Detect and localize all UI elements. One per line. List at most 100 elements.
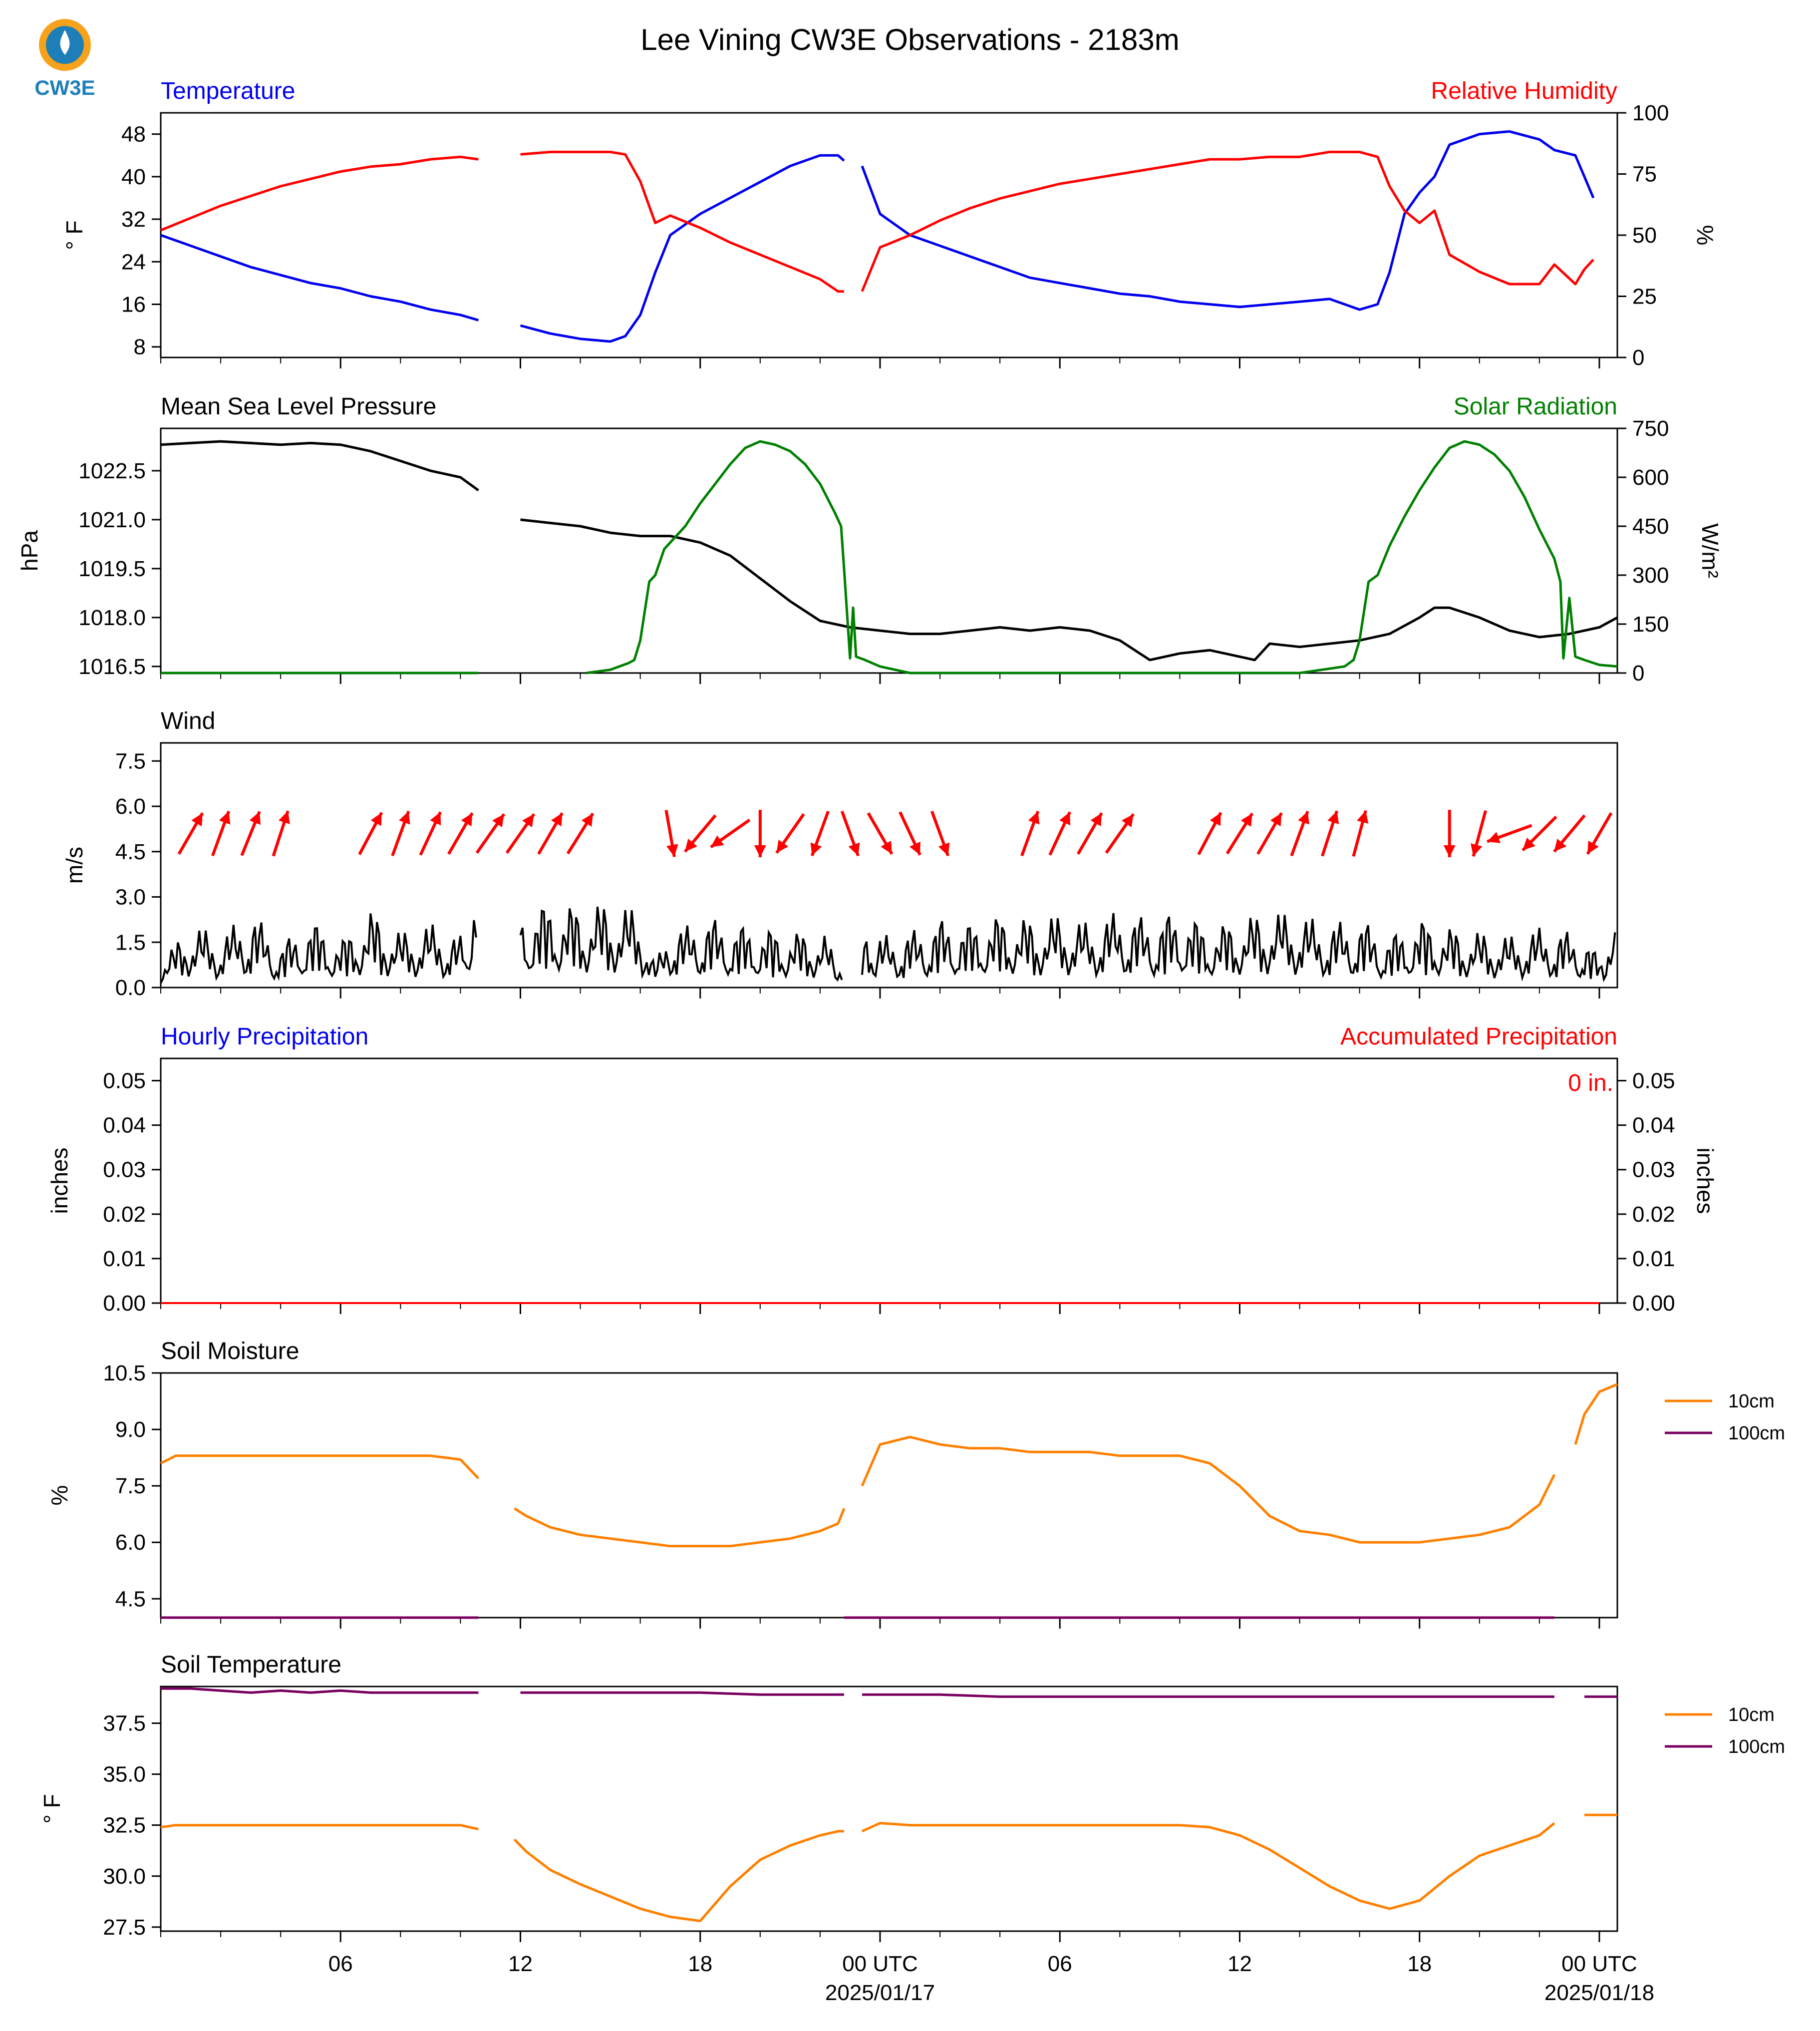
soil_temp-left-tick-label: 27.5 <box>103 1915 146 1940</box>
precip-right-tick-label: 0.04 <box>1632 1113 1675 1138</box>
pressure-right-unit: W/m² <box>1697 523 1723 578</box>
temperature-right-tick-label: 100 <box>1632 101 1669 125</box>
x-tick-label: 00 UTC <box>1561 1952 1637 1976</box>
soil_moisture-left-tick-label: 10.5 <box>103 1361 146 1385</box>
wind-barb-head <box>1240 813 1252 827</box>
x-tick-label: 12 <box>1227 1952 1252 1976</box>
wind-barb <box>566 812 595 855</box>
wind-barb-head <box>1327 811 1339 824</box>
precip-right-tick-label: 0.01 <box>1632 1247 1675 1271</box>
wind-speed-line <box>160 906 1616 984</box>
soil_temp-legend: 10cm 100cm <box>1665 1704 1785 1757</box>
wind-barb <box>664 810 678 857</box>
wind-barb <box>475 813 506 854</box>
pressure-left-tick-label: 1022.5 <box>78 459 146 483</box>
wind-barb-head <box>685 838 697 852</box>
wind-barb-head <box>1443 845 1456 857</box>
temperature-right-tick-label: 25 <box>1632 285 1657 309</box>
wind-barb-head <box>219 811 231 825</box>
wind-barb-head <box>1298 811 1309 825</box>
x-tick-label: 18 <box>1407 1952 1432 1976</box>
panels-layer: Temperature Relative Humidity 8 16 24 32 40 48 0… <box>16 78 1785 2005</box>
temperature-right-tick-label: 0 <box>1632 345 1644 370</box>
wind-barb-head <box>938 842 950 856</box>
wind-barb <box>1290 810 1309 857</box>
soil-temp-100cm-line <box>161 1687 1617 1698</box>
wind-barb <box>177 812 204 855</box>
figure-title: Lee Vining CW3E Observations - 2183m <box>640 23 1179 56</box>
precip-right-tick-label: 0.02 <box>1632 1202 1675 1227</box>
pressure-right-tick-label: 450 <box>1632 514 1669 539</box>
wind-barb-head <box>1090 813 1102 827</box>
wind-barb-head <box>522 814 534 828</box>
wind-barb <box>1471 810 1488 857</box>
pressure-left-tick-label: 1021.0 <box>78 508 146 532</box>
wind-barb-head <box>279 811 290 824</box>
temperature-right-unit: % <box>1692 225 1718 246</box>
wind-barb-head <box>1487 832 1501 843</box>
wind-barb <box>899 811 921 856</box>
wind-barb <box>1443 809 1456 857</box>
accum-precip-value: 0 in. <box>1568 1070 1613 1096</box>
temperature-left-tick-label: 40 <box>121 165 146 189</box>
wind-barb <box>1105 813 1135 854</box>
soil_moisture-left-tick-label: 6.0 <box>115 1530 146 1555</box>
wind-barb <box>211 810 231 857</box>
wind-barb-head <box>1121 814 1134 828</box>
wind-barb <box>710 818 751 849</box>
soil_moisture-legend-label: 100cm <box>1728 1423 1785 1444</box>
logo-text: CW3E <box>34 76 95 99</box>
soil_temp-left-tick-label: 30.0 <box>103 1864 146 1889</box>
wind-barb <box>240 811 261 856</box>
temperature-left-tick-label: 48 <box>121 122 146 147</box>
wind-barb <box>505 813 536 854</box>
precip-right-tick-label: 0.05 <box>1632 1069 1675 1093</box>
x-date-label: 2025/01/18 <box>1544 1981 1654 2005</box>
wind-barb-head <box>1059 812 1071 826</box>
wind-barb-head <box>399 811 410 825</box>
pressure-left-tick-label: 1016.5 <box>78 655 146 679</box>
precip-right-tick-label: 0.03 <box>1632 1158 1675 1182</box>
wind-barb-head <box>370 812 382 826</box>
wind-barb-head <box>191 813 203 827</box>
soil_temp-left-tick-label: 35.0 <box>103 1762 146 1787</box>
temperature-left-tick-label: 32 <box>121 207 146 232</box>
wind-barb <box>1321 810 1339 857</box>
temperature-line <box>160 130 1595 343</box>
precip-right-unit: inches <box>1692 1148 1718 1214</box>
precip-left-tick-label: 0.03 <box>103 1158 146 1182</box>
wind-left-title: Wind <box>161 708 215 734</box>
soil_moisture-left-tick-label: 7.5 <box>115 1474 146 1498</box>
wind-barb-head <box>754 845 766 857</box>
pressure-right-tick-label: 150 <box>1632 612 1669 637</box>
soil_temp-left-title: Soil Temperature <box>161 1652 341 1678</box>
wind-barb <box>1586 812 1613 855</box>
wind-barb <box>1553 814 1586 853</box>
temperature-right-title: Relative Humidity <box>1431 78 1617 104</box>
humidity-line <box>160 150 1594 293</box>
wind-barb-head <box>710 835 724 847</box>
soil_temp-legend-label: 100cm <box>1728 1736 1785 1757</box>
wind-barb <box>1521 815 1557 852</box>
pressure-left-unit: hPa <box>16 530 42 571</box>
precip-frame <box>160 1057 1618 1304</box>
cw3e-logo: CW3E <box>34 19 95 99</box>
soil_temp-left-tick-label: 37.5 <box>103 1711 146 1736</box>
x-date-label: 2025/01/17 <box>825 1981 935 2005</box>
precip-left-tick-label: 0.04 <box>103 1113 146 1138</box>
x-tick-label: 00 UTC <box>842 1952 918 1976</box>
wind-barb-head <box>1357 810 1369 824</box>
wind-barb-head <box>1270 813 1282 827</box>
wind-barb-head <box>848 842 860 856</box>
wind-barb-head <box>1028 811 1040 825</box>
wind-barb <box>775 813 805 854</box>
wind-barb-head <box>1471 843 1483 857</box>
pressure-left-title: Mean Sea Level Pressure <box>161 393 436 420</box>
x-tick-label: 12 <box>508 1952 533 1976</box>
wind-barb-head <box>1522 837 1535 851</box>
wind-barb <box>1256 812 1283 855</box>
soil_moisture-left-unit: % <box>46 1485 72 1506</box>
wind-left-tick-label: 7.5 <box>115 749 146 773</box>
